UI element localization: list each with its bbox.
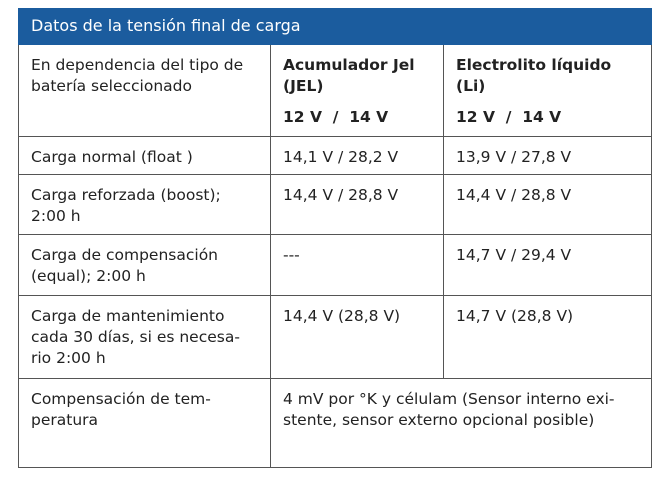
cell-line: 4 mV por °K y célulam (Sensor interno ex… <box>283 390 615 408</box>
cell-line: Compensación de tem- <box>31 390 211 408</box>
data-cell: 14,4 V (28,8 V) <box>270 295 444 379</box>
header-row: En dependencia del tipo de batería selecc… <box>18 44 653 137</box>
cell-line: cada 30 días, si es necesa- <box>31 328 240 346</box>
document: Datos de la tensión final de carga En de… <box>17 8 653 468</box>
data-row: Carga de compensación (equal); 2:00 h --- 1… <box>18 234 653 296</box>
cell-line: Electrolito líquido <box>456 56 612 74</box>
header-cell: Acumulador Jel (JEL) 12 V / 14 V <box>270 44 444 137</box>
cell-line: 13,9 V / 27,8 V <box>456 148 572 166</box>
data-cell: Carga de compensación (equal); 2:00 h <box>18 234 271 296</box>
cell-line: Carga de compensación <box>31 246 218 264</box>
data-cell: Carga de mantenimiento cada 30 días, si e… <box>18 295 271 379</box>
data-row: Carga de mantenimiento cada 30 días, si e… <box>18 295 653 379</box>
cell-line: peratura <box>31 411 99 429</box>
cell-line: 2:00 h <box>31 207 81 225</box>
cell-line: 14,7 V / 29,4 V <box>456 246 572 264</box>
voltage-label: 12 V / 14 V <box>456 108 562 126</box>
data-cell: --- <box>270 234 444 296</box>
data-cell: Compensación de tem-peratura <box>18 378 271 468</box>
cell-line: 14,4 V / 28,8 V <box>456 186 572 204</box>
data-cell: 14,4 V / 28,8 V <box>270 174 444 235</box>
cell-line: 14,4 V (28,8 V) <box>283 307 401 325</box>
cell-line: rio 2:00 h <box>31 349 106 367</box>
cell-line: (Li) <box>456 77 486 95</box>
header-cell: En dependencia del tipo de batería selecc… <box>18 44 271 137</box>
cell-line: 14,7 V (28,8 V) <box>456 307 574 325</box>
cell-line: 14,1 V / 28,2 V <box>283 148 399 166</box>
data-cell: 14,7 V / 29,4 V <box>442 234 653 296</box>
data-row: Carga normal (float ) 14,1 V / 28,2 V 13,9… <box>18 136 653 175</box>
cell-line: Carga de mantenimiento <box>31 307 225 325</box>
cell-line: (JEL) <box>283 77 324 95</box>
data-cell: Carga reforzada (boost); 2:00 h <box>18 174 271 235</box>
data-cell: 14,4 V / 28,8 V <box>442 174 653 235</box>
table-title: Datos de la tensión final de carga <box>17 8 653 45</box>
data-row: Compensación de tem-peratura 4 mV por °K … <box>18 378 653 468</box>
cell-line: (equal); 2:00 h <box>31 267 146 285</box>
cell-line: --- <box>283 246 300 264</box>
data-cell: Carga normal (float ) <box>18 136 271 175</box>
data-row: Carga reforzada (boost); 2:00 h 14,4 V / 2… <box>18 174 653 235</box>
data-cell: 14,7 V (28,8 V) <box>442 295 653 379</box>
title-row: Datos de la tensión final de carga <box>17 8 653 45</box>
data-cell: 13,9 V / 27,8 V <box>442 136 653 175</box>
cell-line: stente, sensor externo opcional posible) <box>283 411 595 429</box>
cell-line: Acumulador Jel <box>283 56 415 74</box>
cell-line: Carga reforzada (boost); <box>31 186 221 204</box>
voltage-label: 12 V / 14 V <box>283 108 389 126</box>
cell-line: Carga normal (float ) <box>31 148 193 166</box>
data-cell: 4 mV por °K y célulam (Sensor interno ex… <box>269 378 653 468</box>
cell-line: En dependencia del tipo de <box>31 56 244 74</box>
data-cell: 14,1 V / 28,2 V <box>270 136 444 175</box>
cell-line: batería seleccionado <box>31 77 192 95</box>
cell-line: 14,4 V / 28,8 V <box>283 186 399 204</box>
charge-table: Datos de la tensión final de carga En de… <box>17 8 653 468</box>
header-cell: Electrolito líquido (Li) 12 V / 14 V <box>442 44 653 137</box>
